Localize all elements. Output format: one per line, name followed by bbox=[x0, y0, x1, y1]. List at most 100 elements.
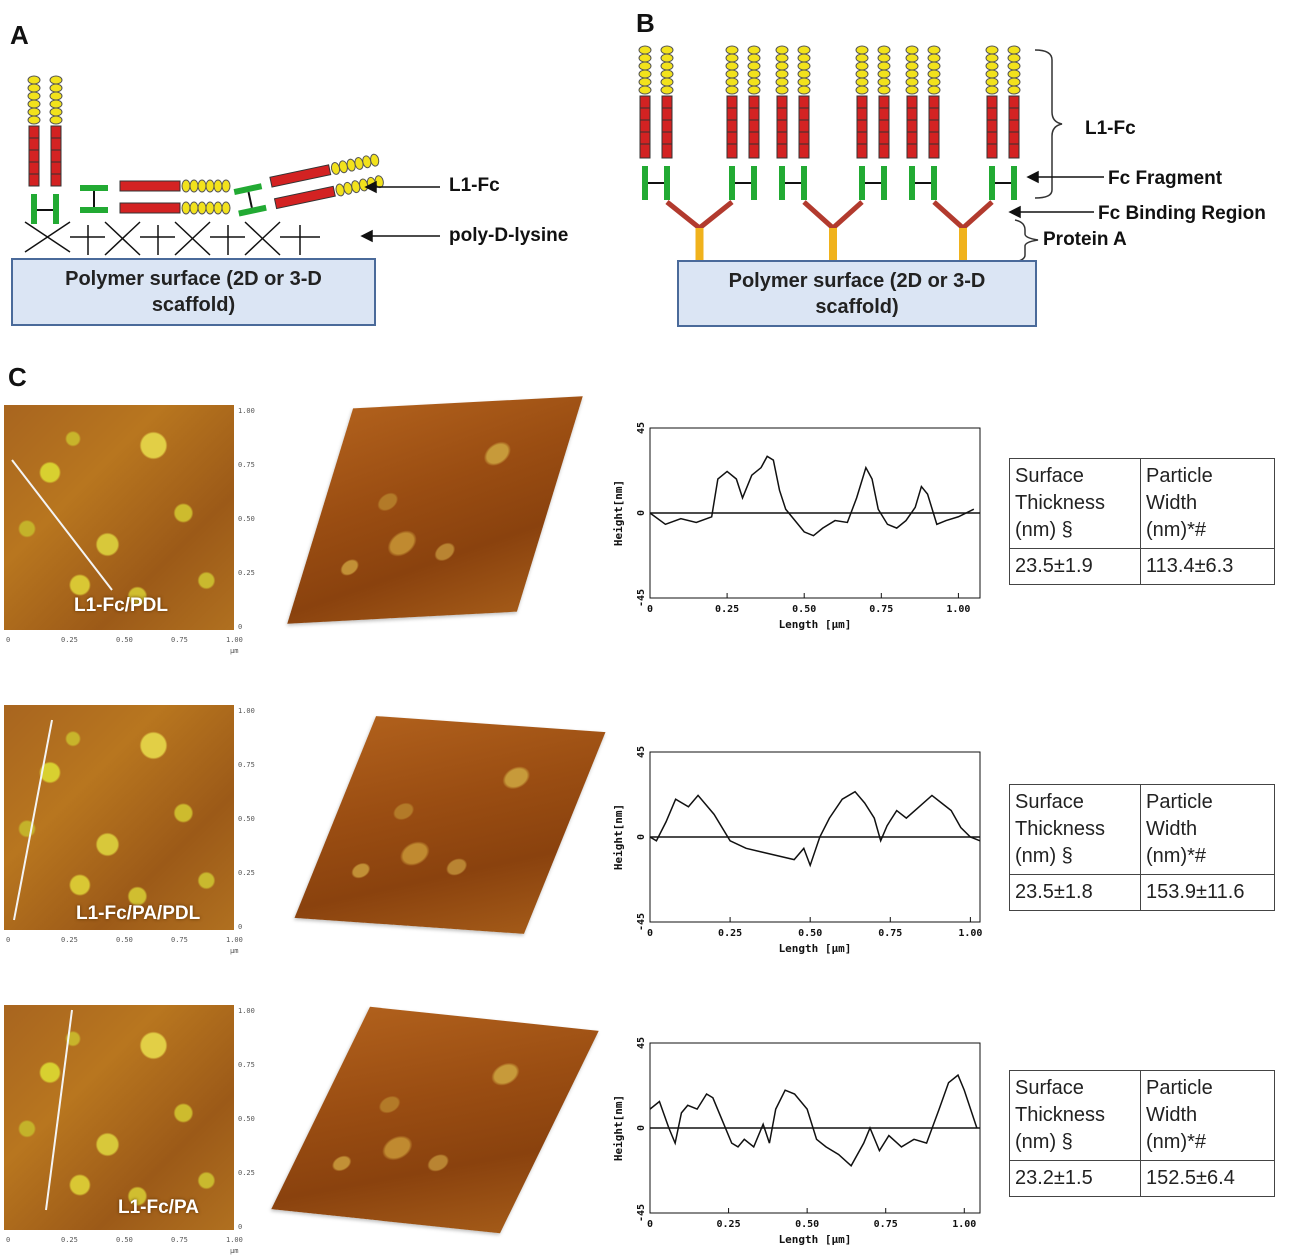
afm-x-tick: 0.25 bbox=[61, 936, 78, 944]
l1fc-molecule bbox=[905, 45, 941, 200]
afm-x-tick: 0.50 bbox=[116, 936, 133, 944]
afm-y-tick: 0.75 bbox=[238, 461, 255, 469]
particle-width-header: Particle Width (nm)*# bbox=[1140, 1070, 1275, 1161]
height-profile-line bbox=[649, 455, 975, 537]
panel-b-fc-fragment-label: Fc Fragment bbox=[1108, 168, 1223, 189]
surface-thickness-value: 23.5±1.9 bbox=[1009, 548, 1141, 585]
x-tick-label: 0.75 bbox=[878, 928, 902, 939]
callout-arrows bbox=[1008, 170, 1104, 219]
afm-x-tick: 0 bbox=[6, 1236, 11, 1244]
x-tick-label: 0.25 bbox=[717, 1219, 741, 1230]
afm-x-tick: 0.75 bbox=[171, 1236, 188, 1244]
scan-line bbox=[13, 719, 53, 921]
afm-y-tick: 0 bbox=[238, 923, 243, 931]
l1fc-molecule bbox=[638, 45, 674, 200]
afm-3d-rendering-1 bbox=[287, 396, 583, 624]
metrics-table-1: Surface Thickness (nm) § Particle Width (nm)… bbox=[1009, 458, 1275, 585]
metrics-table-2: Surface Thickness (nm) § Particle Width (nm)… bbox=[1009, 784, 1275, 911]
l1fc-molecule bbox=[985, 45, 1021, 200]
callout-arrows bbox=[360, 180, 440, 243]
particle-width-value: 152.5±6.4 bbox=[1140, 1160, 1275, 1197]
afm-height-map-1: L1-Fc/PDL bbox=[4, 405, 234, 630]
panel-a-l1fc-label: L1-Fc bbox=[449, 175, 500, 196]
fc-fragment bbox=[31, 194, 59, 224]
afm-sample-label: L1-Fc/PA/PDL bbox=[76, 903, 201, 924]
surface-thickness-value: 23.2±1.5 bbox=[1009, 1160, 1141, 1197]
x-axis-label: Length [μm] bbox=[779, 618, 852, 631]
afm-x-tick: 0 bbox=[6, 936, 11, 944]
panel-b-l1fc-label: L1-Fc bbox=[1085, 118, 1136, 139]
l1fc-molecule bbox=[725, 45, 761, 200]
surface-line-2: scaffold) bbox=[815, 295, 899, 318]
particle-width-header: Particle Width (nm)*# bbox=[1140, 784, 1275, 875]
panel-b-binding-region-label: Fc Binding Region bbox=[1098, 203, 1266, 224]
poly-d-lysine-mesh bbox=[24, 221, 320, 256]
particle-width-value: 113.4±6.3 bbox=[1140, 548, 1275, 585]
panel-b-polymer-surface: Polymer surface (2D or 3-D scaffold) bbox=[677, 260, 1037, 327]
x-tick-label: 0.50 bbox=[798, 928, 822, 939]
x-tick-label: 1.00 bbox=[958, 928, 982, 939]
afm-unit-label: μm bbox=[230, 1247, 239, 1255]
afm-y-tick: 0.25 bbox=[238, 1169, 255, 1177]
y-tick-label: 0 bbox=[636, 1125, 647, 1131]
x-axis-label: Length [μm] bbox=[779, 1233, 852, 1246]
surface-line-1: Polymer surface (2D or 3-D bbox=[728, 269, 986, 292]
protein-a-brace bbox=[1014, 219, 1039, 263]
scan-line bbox=[11, 459, 113, 591]
protein-a-anchor bbox=[802, 200, 864, 260]
y-tick-label: 0 bbox=[636, 510, 647, 516]
l1fc-molecule-upright bbox=[27, 75, 63, 224]
x-tick-label: 0.75 bbox=[874, 1219, 898, 1230]
surface-line-2: scaffold) bbox=[151, 294, 236, 316]
x-tick-label: 0 bbox=[647, 1219, 653, 1230]
afm-height-map-3: L1-Fc/PA bbox=[4, 1005, 234, 1230]
afm-sample-label: L1-Fc/PA bbox=[118, 1197, 199, 1218]
panel-a-polymer-surface: Polymer surface (2D or 3-D scaffold) bbox=[11, 258, 376, 326]
l1fc-brace bbox=[1034, 49, 1063, 199]
afm-x-tick: 0.25 bbox=[61, 636, 78, 644]
afm-sample-label: L1-Fc/PDL bbox=[74, 595, 168, 616]
l1fc-molecule bbox=[775, 45, 811, 200]
x-tick-label: 0.75 bbox=[869, 604, 893, 615]
afm-x-tick: 0.25 bbox=[61, 1236, 78, 1244]
y-tick-label: 45 bbox=[636, 1037, 647, 1049]
afm-unit-label: μm bbox=[230, 647, 239, 655]
surface-thickness-header: Surface Thickness (nm) § bbox=[1009, 458, 1141, 549]
x-tick-label: 1.00 bbox=[946, 604, 970, 615]
y-tick-label: -45 bbox=[636, 589, 647, 607]
surface-thickness-header: Surface Thickness (nm) § bbox=[1009, 784, 1141, 875]
x-tick-label: 0.25 bbox=[718, 928, 742, 939]
afm-x-tick: 0.50 bbox=[116, 636, 133, 644]
y-axis-label: Height[nm] bbox=[612, 1095, 625, 1161]
particle-width-value: 153.9±11.6 bbox=[1140, 874, 1275, 911]
afm-y-tick: 0.75 bbox=[238, 761, 255, 769]
height-profile-line bbox=[649, 1073, 978, 1167]
afm-3d-rendering-2 bbox=[294, 716, 606, 934]
l1fc-molecule bbox=[855, 45, 891, 200]
panel-b-protein-a-label: Protein A bbox=[1043, 229, 1127, 250]
y-tick-label: 0 bbox=[636, 834, 647, 840]
scan-line bbox=[45, 1009, 73, 1211]
afm-y-tick: 1.00 bbox=[238, 407, 255, 415]
afm-x-tick: 1.00 bbox=[226, 636, 243, 644]
y-tick-label: -45 bbox=[636, 1204, 647, 1222]
afm-y-tick: 0.25 bbox=[238, 569, 255, 577]
y-tick-label: -45 bbox=[636, 913, 647, 931]
height-profile-line bbox=[649, 790, 981, 868]
surface-line-1: Polymer surface (2D or 3-D bbox=[65, 268, 322, 290]
x-tick-label: 0 bbox=[647, 604, 653, 615]
afm-y-tick: 0.25 bbox=[238, 869, 255, 877]
afm-x-tick: 1.00 bbox=[226, 1236, 243, 1244]
y-tick-label: 45 bbox=[636, 746, 647, 758]
fn-domain-stack bbox=[28, 125, 62, 187]
afm-y-tick: 0.50 bbox=[238, 815, 255, 823]
afm-3d-rendering-3 bbox=[271, 1006, 599, 1234]
panel-a-pdl-label: poly-D-lysine bbox=[449, 225, 569, 246]
afm-y-tick: 0.50 bbox=[238, 1115, 255, 1123]
afm-y-tick: 0.75 bbox=[238, 1061, 255, 1069]
panel-c-letter: C bbox=[8, 362, 27, 392]
afm-height-map-2: L1-Fc/PA/PDL bbox=[4, 705, 234, 930]
x-tick-label: 1.00 bbox=[952, 1219, 976, 1230]
